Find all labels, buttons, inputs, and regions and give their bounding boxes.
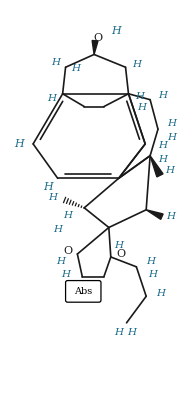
Text: H: H [167,119,176,128]
Text: H: H [61,270,70,279]
Text: H: H [47,94,56,103]
Text: H: H [80,282,89,291]
Polygon shape [150,156,163,177]
Text: O: O [63,246,72,256]
Text: H: H [135,92,144,101]
Text: H: H [15,139,24,149]
Text: H: H [64,211,72,220]
Text: H: H [166,212,175,221]
Text: H: H [146,258,155,266]
Text: H: H [51,58,60,67]
Text: H: H [156,289,165,298]
Text: H: H [158,141,167,150]
Text: H: H [158,91,167,100]
FancyBboxPatch shape [66,280,101,302]
Text: H: H [127,328,136,337]
Text: H: H [54,225,63,234]
Polygon shape [92,41,98,55]
Text: H: H [165,166,174,175]
Text: H: H [148,270,157,279]
Polygon shape [146,210,163,219]
Text: H: H [158,155,167,164]
Text: H: H [57,258,66,266]
Text: H: H [137,103,146,112]
Text: H: H [132,60,142,69]
Text: O: O [117,249,126,259]
Text: H: H [48,192,57,201]
Text: Abs: Abs [74,287,92,296]
Text: H: H [43,182,53,192]
Text: H: H [71,64,80,73]
Text: H: H [167,133,176,141]
Text: H: H [111,26,121,36]
Text: H: H [114,241,123,250]
Text: O: O [93,33,103,43]
Text: H: H [114,328,123,337]
